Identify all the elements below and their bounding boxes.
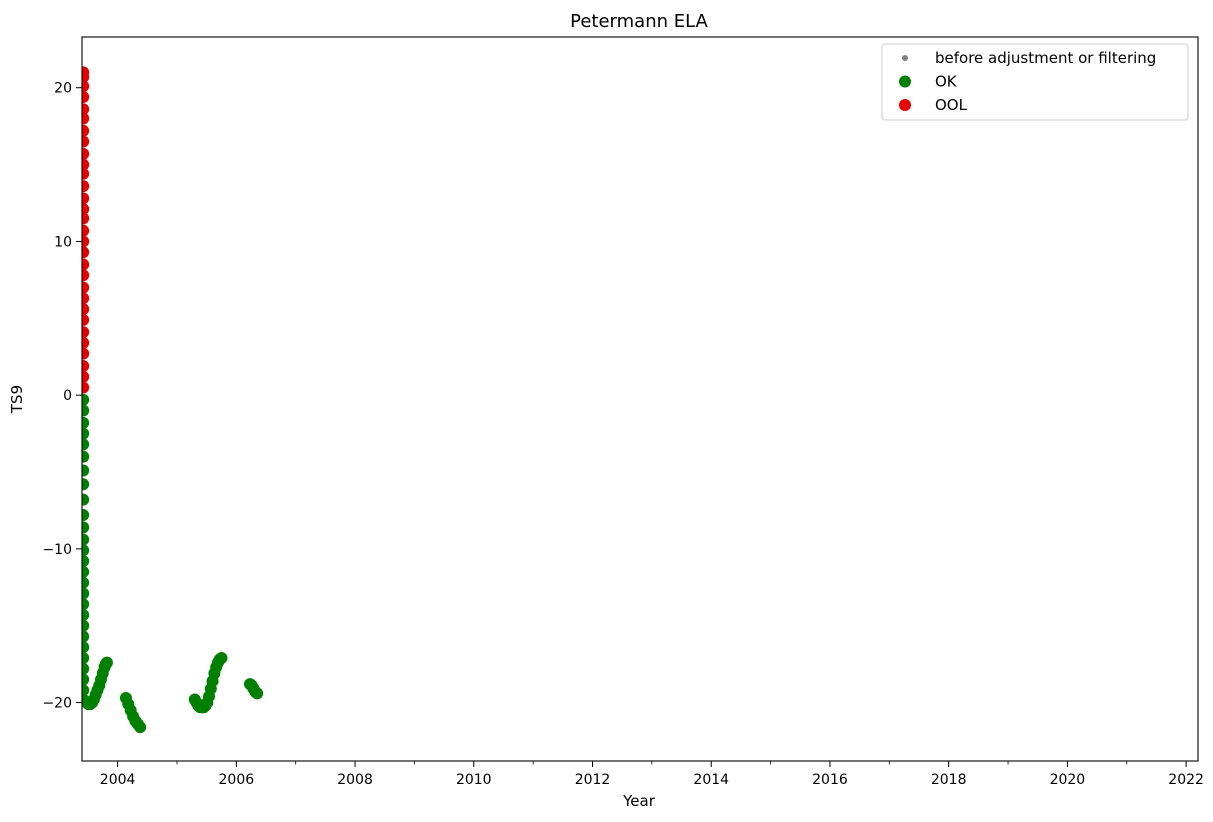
legend: before adjustment or filtering OK OOL bbox=[881, 43, 1189, 121]
data-point-ool bbox=[82, 292, 90, 305]
data-point-ool bbox=[82, 90, 90, 103]
y-tick-label: −10 bbox=[42, 542, 72, 558]
x-tick-label: 2022 bbox=[1168, 772, 1204, 788]
legend-frame bbox=[881, 43, 1189, 121]
data-point-ok bbox=[82, 521, 90, 534]
data-point-ok bbox=[82, 652, 90, 665]
legend-label: OK bbox=[935, 73, 958, 91]
x-tick-label: 2006 bbox=[219, 772, 255, 788]
data-point-ok bbox=[82, 555, 90, 568]
data-point-ok bbox=[82, 684, 90, 697]
data-point-ok bbox=[82, 450, 90, 463]
data-point-ok bbox=[82, 565, 90, 578]
y-tick-label: −20 bbox=[42, 696, 72, 712]
y-tick-label: 20 bbox=[54, 81, 72, 97]
data-point-ok bbox=[82, 630, 90, 643]
legend-marker bbox=[899, 99, 911, 111]
data-point-ool bbox=[82, 147, 90, 160]
x-tick-label: 2016 bbox=[812, 772, 848, 788]
x-tick-label: 2008 bbox=[337, 772, 373, 788]
data-point-ool bbox=[82, 212, 90, 225]
data-point-ool bbox=[82, 135, 90, 148]
data-point-ool bbox=[82, 281, 90, 294]
data-point-ok bbox=[82, 393, 90, 406]
data-point-ok bbox=[82, 533, 90, 546]
x-tick-label: 2004 bbox=[100, 772, 136, 788]
data-point-ok bbox=[82, 509, 90, 522]
data-point-ok bbox=[82, 673, 90, 686]
data-point-ok bbox=[82, 427, 90, 440]
data-point-ool bbox=[82, 258, 90, 271]
data-point-ool bbox=[82, 313, 90, 326]
y-axis-label: TS9 bbox=[8, 385, 26, 414]
data-point-ok bbox=[82, 587, 90, 600]
data-point-ool bbox=[82, 224, 90, 237]
legend-label: OOL bbox=[935, 96, 968, 114]
plot-area-frame bbox=[81, 36, 1199, 762]
data-point-ok bbox=[82, 641, 90, 654]
data-point-ok bbox=[82, 608, 90, 621]
legend-label: before adjustment or filtering bbox=[935, 49, 1156, 67]
x-tick-label: 2014 bbox=[693, 772, 729, 788]
data-point-ok bbox=[100, 656, 113, 669]
data-point-ok bbox=[82, 662, 90, 675]
data-point-ok bbox=[134, 721, 147, 734]
data-point-ok bbox=[215, 652, 228, 665]
data-point-ool bbox=[82, 336, 90, 349]
data-point-ool bbox=[82, 112, 90, 125]
data-point-ok bbox=[82, 544, 90, 557]
data-point-ool bbox=[82, 326, 90, 339]
data-point-ool bbox=[82, 180, 90, 193]
data-point-ok bbox=[82, 416, 90, 429]
data-points bbox=[82, 66, 264, 734]
data-point-ool bbox=[82, 303, 90, 316]
data-point-ok bbox=[82, 464, 90, 477]
data-point-ool bbox=[82, 246, 90, 259]
data-point-ool bbox=[82, 192, 90, 205]
data-point-ool bbox=[82, 158, 90, 171]
data-point-ok bbox=[82, 576, 90, 589]
data-point-ool bbox=[82, 381, 90, 394]
chart-title: Petermann ELA bbox=[570, 11, 708, 32]
data-point-ool bbox=[82, 269, 90, 282]
data-point-ool bbox=[82, 347, 90, 360]
data-point-ok bbox=[82, 438, 90, 451]
data-point-ool bbox=[82, 370, 90, 383]
data-point-ok bbox=[82, 619, 90, 632]
data-point-ool bbox=[82, 203, 90, 216]
x-tick-label: 2010 bbox=[456, 772, 492, 788]
legend-marker bbox=[899, 75, 911, 88]
data-point-ool bbox=[82, 359, 90, 372]
x-tick-label: 2020 bbox=[1050, 772, 1086, 788]
data-point-ok bbox=[82, 404, 90, 417]
y-tick-label: 0 bbox=[63, 388, 72, 404]
x-tick-label: 2012 bbox=[575, 772, 611, 788]
data-point-ok bbox=[82, 493, 90, 506]
x-tick-label: 2018 bbox=[931, 772, 967, 788]
data-point-ok bbox=[82, 598, 90, 611]
x-axis: 2004 2006 2008 2010 2012 2014 2016 2018 2020 2022 bbox=[100, 761, 1204, 788]
x-axis-label: Year bbox=[622, 792, 656, 810]
data-point-ool bbox=[82, 124, 90, 137]
data-point-ool bbox=[82, 235, 90, 248]
data-point-ool bbox=[82, 103, 90, 116]
data-point-ool bbox=[82, 70, 90, 83]
data-point-ok bbox=[82, 478, 90, 491]
y-axis: −20 −10 0 10 20 bbox=[42, 81, 82, 712]
data-point-ool bbox=[82, 167, 90, 180]
data-point-ok bbox=[251, 687, 264, 700]
data-point-ool bbox=[82, 80, 90, 93]
legend-marker bbox=[902, 55, 908, 61]
y-tick-label: 10 bbox=[54, 234, 72, 250]
